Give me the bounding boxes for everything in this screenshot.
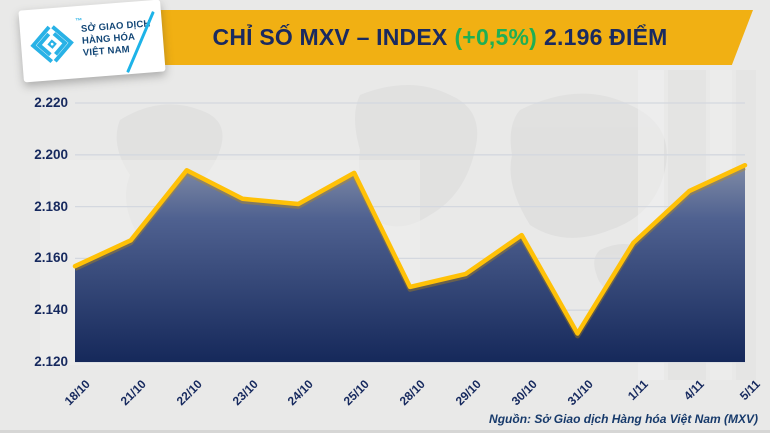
y-axis-label: 2.220 xyxy=(34,95,68,110)
area-fill xyxy=(75,165,745,362)
bottom-edge-strip xyxy=(0,430,770,433)
source-attribution: Nguồn: Sở Giao dịch Hàng hóa Việt Nam (M… xyxy=(489,412,758,426)
mxv-logo-card: ™ SỞ GIAO DỊCH HÀNG HÓA VIỆT NAM xyxy=(18,0,166,83)
index-line xyxy=(72,162,748,336)
change-percent-badge: (+0,5%) xyxy=(454,24,538,50)
y-axis-label: 2.140 xyxy=(34,302,68,318)
y-axis-label: 2.160 xyxy=(34,250,68,266)
y-axis-label: 2.200 xyxy=(34,146,68,162)
y-axis-label: 2.120 xyxy=(34,354,68,369)
title-prefix: CHỈ SỐ MXV – INDEX xyxy=(212,24,448,50)
y-axis-label: 2.180 xyxy=(34,198,68,214)
trademark-symbol: ™ xyxy=(75,17,83,26)
page-title: CHỈ SỐ MXV – INDEX (+0,5%) 2.196 ĐIỂM xyxy=(120,10,760,65)
index-value: 2.196 ĐIỂM xyxy=(544,24,668,50)
mxv-diamond-logo-icon: ™ xyxy=(24,16,83,72)
